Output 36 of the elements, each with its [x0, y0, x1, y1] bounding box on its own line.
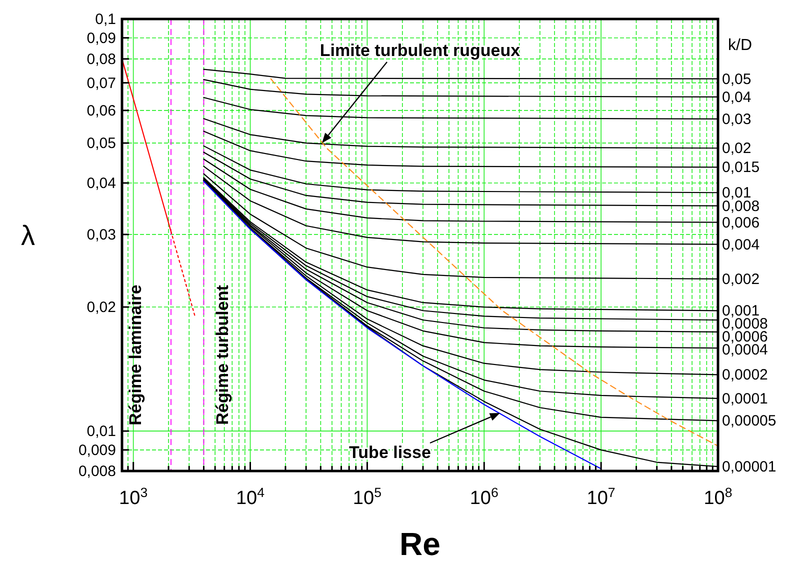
y-tick-label: 0,09 [86, 30, 116, 47]
series-label: 0,004 [722, 236, 760, 254]
y-axis-title: λ [21, 220, 35, 251]
series-label: 0,04 [722, 88, 752, 106]
x-tick-label: 10$^{7}$ [586, 484, 616, 509]
x-axis-title: Re [400, 526, 440, 562]
series-label: 0,02 [722, 140, 752, 158]
y-tick-label: 0,05 [86, 135, 116, 152]
x-tick-label: 10$^{4}$ [236, 484, 265, 509]
y-tick-label: 0,07 [86, 74, 116, 92]
x-tick-label: 10$^{8}$ [704, 484, 732, 509]
y-tick-label: 0,04 [86, 174, 116, 192]
series-label: 0,01 [722, 184, 752, 202]
y-tick-label: 0,08 [86, 50, 116, 68]
x-tick-label: 10$^{3}$ [119, 484, 148, 509]
series-label: 0,006 [722, 214, 760, 232]
legend-title: k/D [728, 37, 752, 54]
y-tick-label: 0,03 [86, 226, 116, 244]
x-tick-label: 10$^{5}$ [352, 484, 382, 509]
y-tick-label: 0,009 [78, 442, 116, 459]
series-label: 0,002 [722, 270, 760, 288]
y-tick-label: 0,06 [86, 102, 116, 120]
x-tick-label: 10$^{6}$ [470, 484, 498, 509]
series-label: 0,015 [722, 159, 760, 176]
series-label: 0,0001 [722, 390, 768, 408]
series-label: 0,00001 [722, 458, 776, 476]
y-tick-label: 0,02 [86, 299, 116, 316]
y-tick-label: 0,01 [86, 423, 116, 440]
y-tick-label: 0,1 [95, 11, 116, 28]
annotation: Régime laminaire [126, 284, 145, 426]
y-tick-label: 0,008 [78, 463, 116, 480]
annotation: Régime turbulent [213, 284, 232, 425]
series-label: 0,00005 [722, 412, 776, 430]
series-label: 0,0002 [722, 366, 768, 384]
series-label: 0,05 [722, 70, 752, 88]
series-label: 0,03 [722, 110, 752, 128]
